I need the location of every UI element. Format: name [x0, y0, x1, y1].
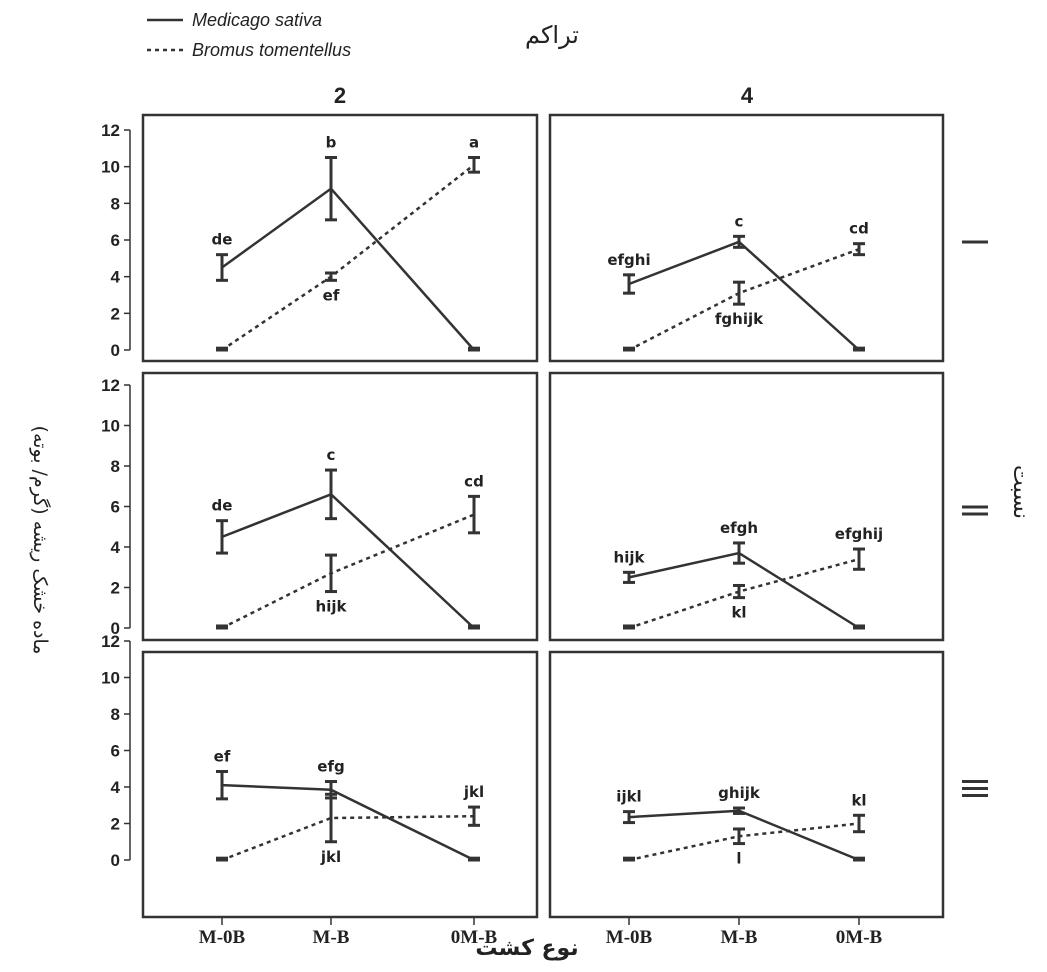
panel-frame	[548, 371, 945, 642]
y-tick-label: 10	[101, 669, 120, 688]
x-tick-label: M-B	[721, 927, 758, 948]
panel-frame	[141, 650, 539, 919]
significance-letter: ef	[323, 286, 340, 304]
y-tick-label: 0	[111, 851, 120, 870]
x-axis-label: نوع کشت	[475, 936, 578, 961]
panel-frame	[548, 113, 945, 363]
legend-label-bromus: Bromus tomentellus	[192, 40, 351, 60]
bromus-series-line	[221, 814, 475, 862]
y-axis-label: ماده خشک ریشه (گرم/ بوته)	[29, 426, 52, 655]
panel-frame	[141, 113, 539, 363]
significance-letter: de	[212, 497, 233, 515]
significance-letter: ghijk	[718, 784, 761, 802]
medicago-series-line	[221, 186, 475, 351]
bromus-series-line	[628, 247, 860, 352]
significance-letter: fghijk	[715, 310, 764, 328]
legend-label-medicago: Medicago sativa	[192, 10, 322, 30]
x-tick-label: 0M-B	[451, 927, 498, 948]
y-tick-label: 4	[111, 268, 121, 287]
significance-letter: a	[469, 134, 479, 152]
significance-letter: cd	[849, 220, 869, 238]
significance-letter: b	[326, 134, 337, 152]
significance-letter: ef	[214, 747, 231, 765]
significance-letter: c	[735, 212, 744, 230]
medicago-series-line	[628, 240, 860, 351]
column-header-2: 2	[334, 83, 346, 108]
y-tick-label: 6	[111, 231, 120, 250]
significance-letter: efg	[317, 758, 344, 776]
y-tick-label: 10	[101, 158, 120, 177]
y-tick-label: 8	[111, 457, 120, 476]
y-tick-label: 2	[111, 815, 120, 834]
y-tick-label: 8	[111, 705, 120, 724]
bromus-series-line	[221, 513, 475, 630]
significance-letter: jkl	[463, 783, 484, 801]
x-tick-label: 0M-B	[836, 927, 883, 948]
legend: Medicago sativa Bromus tomentellus	[147, 10, 351, 60]
x-tick-label: M-0B	[606, 927, 653, 948]
facet-column-title: تراکم	[525, 21, 579, 49]
significance-letter: hijk	[614, 548, 646, 566]
y-tick-label: 6	[111, 498, 120, 517]
column-header-4: 4	[741, 83, 754, 108]
panel-frame	[141, 371, 539, 642]
y-tick-label: 12	[101, 632, 120, 651]
significance-letter: hijk	[316, 598, 348, 616]
y-tick-label: 2	[111, 304, 120, 323]
medicago-series-line	[221, 783, 475, 862]
significance-letter: ijkl	[616, 788, 641, 806]
y-tick-label: 12	[101, 376, 120, 395]
y-tick-label: 12	[101, 121, 120, 140]
significance-letter: l	[736, 850, 741, 868]
x-tick-label: M-B	[313, 927, 350, 948]
significance-letter: c	[327, 446, 336, 464]
y-tick-label: 4	[111, 778, 121, 797]
significance-letter: efghij	[835, 525, 883, 543]
significance-letter: jkl	[320, 848, 341, 866]
significance-letter: cd	[464, 472, 484, 490]
y-tick-label: 6	[111, 742, 120, 761]
significance-letter: efgh	[720, 519, 758, 537]
panel-frame	[548, 650, 945, 919]
y-tick-label: 0	[111, 341, 120, 360]
facet-row-title: نسبت	[1008, 465, 1033, 519]
y-tick-label: 2	[111, 579, 120, 598]
significance-letter: kl	[851, 791, 866, 809]
y-tick-label: 8	[111, 194, 120, 213]
y-tick-label: 10	[101, 417, 120, 436]
y-tick-label: 4	[111, 538, 121, 557]
significance-letter: kl	[731, 604, 746, 622]
significance-letter: de	[212, 231, 233, 249]
y-tick-label: 0	[111, 619, 120, 638]
bromus-series-line	[221, 163, 475, 352]
x-tick-label: M-0B	[199, 927, 246, 948]
significance-letter: efghi	[607, 251, 650, 269]
